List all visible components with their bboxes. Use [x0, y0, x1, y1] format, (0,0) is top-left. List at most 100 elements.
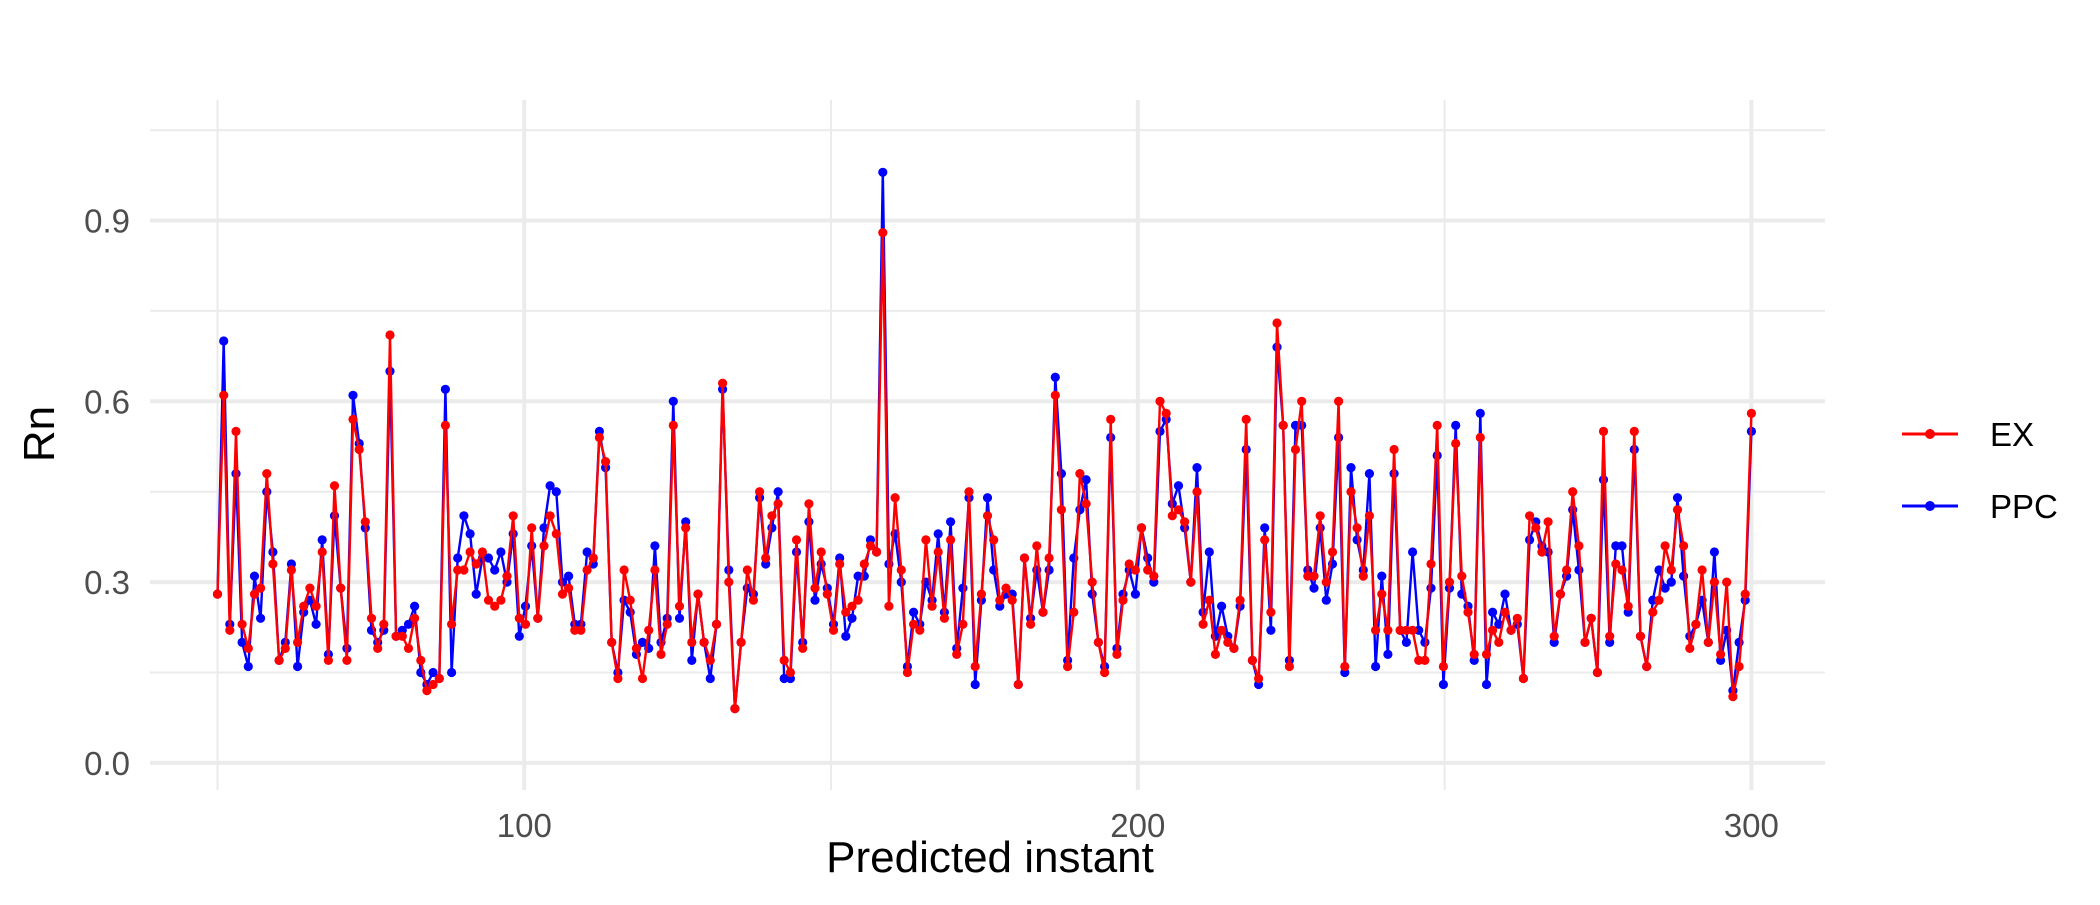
data-point-ex — [1075, 469, 1085, 479]
data-point-ex — [1210, 649, 1220, 660]
data-point-ex — [1463, 607, 1473, 617]
data-point-ex — [921, 535, 931, 545]
data-point-ex — [952, 649, 962, 660]
data-point-ex — [1685, 643, 1695, 654]
data-point-ex — [699, 637, 709, 648]
legend-marker-ppc — [1925, 501, 1935, 511]
data-point-ex — [1124, 559, 1134, 569]
data-point-ppc — [453, 553, 463, 563]
data-point-ex — [1494, 637, 1504, 648]
data-point-ex — [1377, 589, 1387, 599]
data-point-ppc — [1481, 679, 1492, 690]
data-point-ppc — [1204, 547, 1214, 557]
data-point-ex — [1525, 511, 1535, 521]
data-point-ppc — [219, 336, 229, 346]
data-point-ppc — [1081, 475, 1091, 485]
data-point-ex — [1223, 637, 1233, 648]
data-point-ex — [1623, 601, 1633, 611]
data-point-ex — [1284, 661, 1294, 672]
data-point-ex — [841, 607, 851, 617]
data-point-ex — [1574, 541, 1584, 551]
data-point-ex — [342, 655, 352, 666]
data-point-ex — [718, 378, 728, 388]
data-point-ex — [1272, 318, 1282, 328]
data-point-ex — [311, 601, 321, 611]
data-point-ex — [637, 673, 648, 684]
data-point-ppc — [909, 607, 919, 617]
y-tick-label: 0.9 — [84, 203, 130, 240]
data-point-ex — [465, 547, 475, 557]
data-point-ex — [385, 330, 395, 340]
data-point-ex — [1087, 577, 1097, 587]
data-point-ppc — [958, 583, 968, 593]
data-point-ex — [539, 541, 549, 551]
data-point-ex — [1537, 547, 1547, 557]
data-point-ex — [366, 613, 377, 623]
data-point-ex — [1629, 426, 1639, 436]
data-point-ex — [1013, 679, 1023, 690]
data-point-ex — [1642, 661, 1652, 672]
data-point-ex — [1592, 667, 1602, 678]
data-point-ex — [1531, 523, 1541, 533]
data-point-ppc — [1173, 481, 1184, 491]
data-point-ex — [902, 667, 913, 678]
data-point-ex — [416, 655, 426, 666]
data-point-ex — [1703, 637, 1713, 648]
series-layer — [212, 167, 1756, 714]
data-point-ex — [1315, 511, 1325, 521]
data-point-ex — [280, 643, 290, 654]
x-tick-label: 100 — [497, 807, 552, 844]
data-point-ex — [933, 547, 943, 557]
data-point-ex — [1691, 619, 1701, 629]
data-point-ex — [705, 655, 715, 666]
data-point-ppc — [545, 481, 555, 491]
data-point-ex — [1469, 649, 1479, 660]
data-point-ex — [847, 601, 857, 611]
data-point-ex — [305, 583, 315, 593]
data-point-ex — [1180, 517, 1190, 527]
data-point-ex — [1198, 619, 1208, 629]
data-point-ppc — [490, 565, 500, 575]
major-gridlines — [150, 100, 1825, 790]
data-point-ppc — [878, 167, 888, 177]
series-line-ex — [216, 231, 1753, 710]
data-point-ex — [1562, 565, 1572, 575]
data-point-ex — [711, 619, 722, 629]
data-point-ex — [348, 414, 358, 424]
data-point-ex — [1321, 577, 1331, 587]
data-point-ex — [1722, 577, 1732, 587]
data-point-ex — [656, 649, 666, 660]
data-point-ex — [810, 583, 820, 593]
data-point-ex — [1112, 649, 1122, 660]
data-point-ppc — [1377, 571, 1387, 581]
data-point-ex — [231, 426, 241, 436]
data-point-ex — [564, 583, 574, 593]
data-point-ex — [1481, 649, 1492, 660]
data-point-ex — [1241, 414, 1251, 424]
data-point-ex — [1192, 487, 1202, 497]
data-point-ex — [329, 481, 340, 491]
data-point-ex — [773, 499, 783, 509]
data-point-ex — [447, 619, 457, 629]
data-point-ex — [1254, 673, 1264, 684]
data-point-ppc — [471, 589, 481, 599]
data-point-ex — [1598, 426, 1609, 436]
data-point-ppc — [1364, 469, 1374, 479]
data-point-ppc — [1371, 661, 1381, 672]
data-point-ex — [477, 547, 487, 557]
data-point-ex — [576, 625, 586, 635]
data-point-ex — [1605, 631, 1615, 641]
data-point-ex — [483, 595, 494, 605]
data-point-ppc — [1666, 577, 1676, 587]
data-point-ex — [878, 228, 888, 238]
data-point-ex — [964, 487, 974, 497]
data-point-ex — [1100, 667, 1110, 678]
data-point-ex — [1001, 583, 1011, 593]
data-point-ppc — [1217, 601, 1227, 611]
data-point-ex — [1709, 577, 1719, 587]
data-point-ppc — [1408, 547, 1418, 557]
data-point-ex — [828, 625, 839, 635]
data-point-ex — [601, 457, 611, 467]
data-point-ex — [1364, 511, 1374, 521]
